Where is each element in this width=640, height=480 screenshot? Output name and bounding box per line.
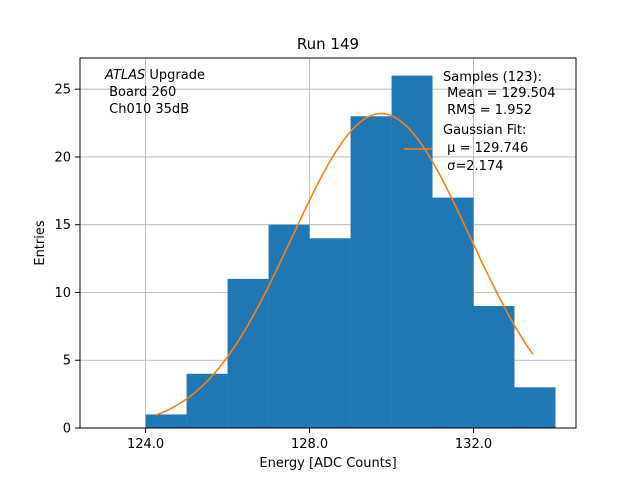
histogram-bars <box>145 75 556 429</box>
histogram-bar <box>186 373 228 428</box>
plot-frame <box>79 57 577 429</box>
annotation-line-3: Ch010 35dB <box>105 102 189 117</box>
y-tick-label: 0 <box>63 422 71 437</box>
y-tick-label: 20 <box>54 150 71 165</box>
legend-histogram-swatch <box>404 81 432 98</box>
annotation-atlas: ATLAS <box>104 68 145 83</box>
histogram-bar <box>391 75 433 428</box>
x-tick-label: 124.0 <box>127 437 164 452</box>
legend-histogram-rms: RMS = 1.952 <box>443 103 532 118</box>
histogram-bar <box>145 414 187 428</box>
y-axis-label: Entries <box>33 220 48 266</box>
gaussian-fit-curve <box>155 112 534 416</box>
histogram-bar <box>309 238 351 428</box>
legend: Samples (123): Mean = 129.504 RMS = 1.95… <box>404 70 555 174</box>
histogram-bar <box>514 387 556 428</box>
histogram-bar <box>227 278 269 428</box>
histogram-bar <box>350 116 392 429</box>
legend-fit-mu: μ = 129.746 <box>443 141 528 156</box>
y-tick-label: 15 <box>54 218 71 233</box>
legend-histogram-title: Samples (123): <box>443 70 542 85</box>
histogram-bar <box>473 306 515 428</box>
y-tick-label: 25 <box>54 83 71 98</box>
histogram-bar <box>268 224 310 428</box>
annotation-line-1: ATLAS Upgrade <box>104 68 205 83</box>
y-tick-label: 10 <box>54 286 71 301</box>
x-axis-label: Energy [ADC Counts] <box>259 456 396 471</box>
legend-fit-title: Gaussian Fit: <box>443 123 526 138</box>
annotation-upgrade: Upgrade <box>145 68 205 83</box>
x-tick-label: 132.0 <box>455 437 492 452</box>
chart-title: Run 149 <box>297 35 359 53</box>
legend-histogram-mean: Mean = 129.504 <box>443 86 555 101</box>
histogram-bar <box>432 197 474 428</box>
y-tick-label: 5 <box>63 354 71 369</box>
annotation-line-2: Board 260 <box>105 85 176 100</box>
x-axis-ticks: 124.0 128.0 132.0 <box>127 428 492 452</box>
x-tick-label: 128.0 <box>291 437 328 452</box>
atlas-annotation: ATLAS Upgrade Board 260 Ch010 35dB <box>104 68 205 117</box>
legend-fit-sigma: σ=2.174 <box>443 159 503 174</box>
y-axis-ticks: 0 5 10 15 20 25 <box>54 83 80 437</box>
